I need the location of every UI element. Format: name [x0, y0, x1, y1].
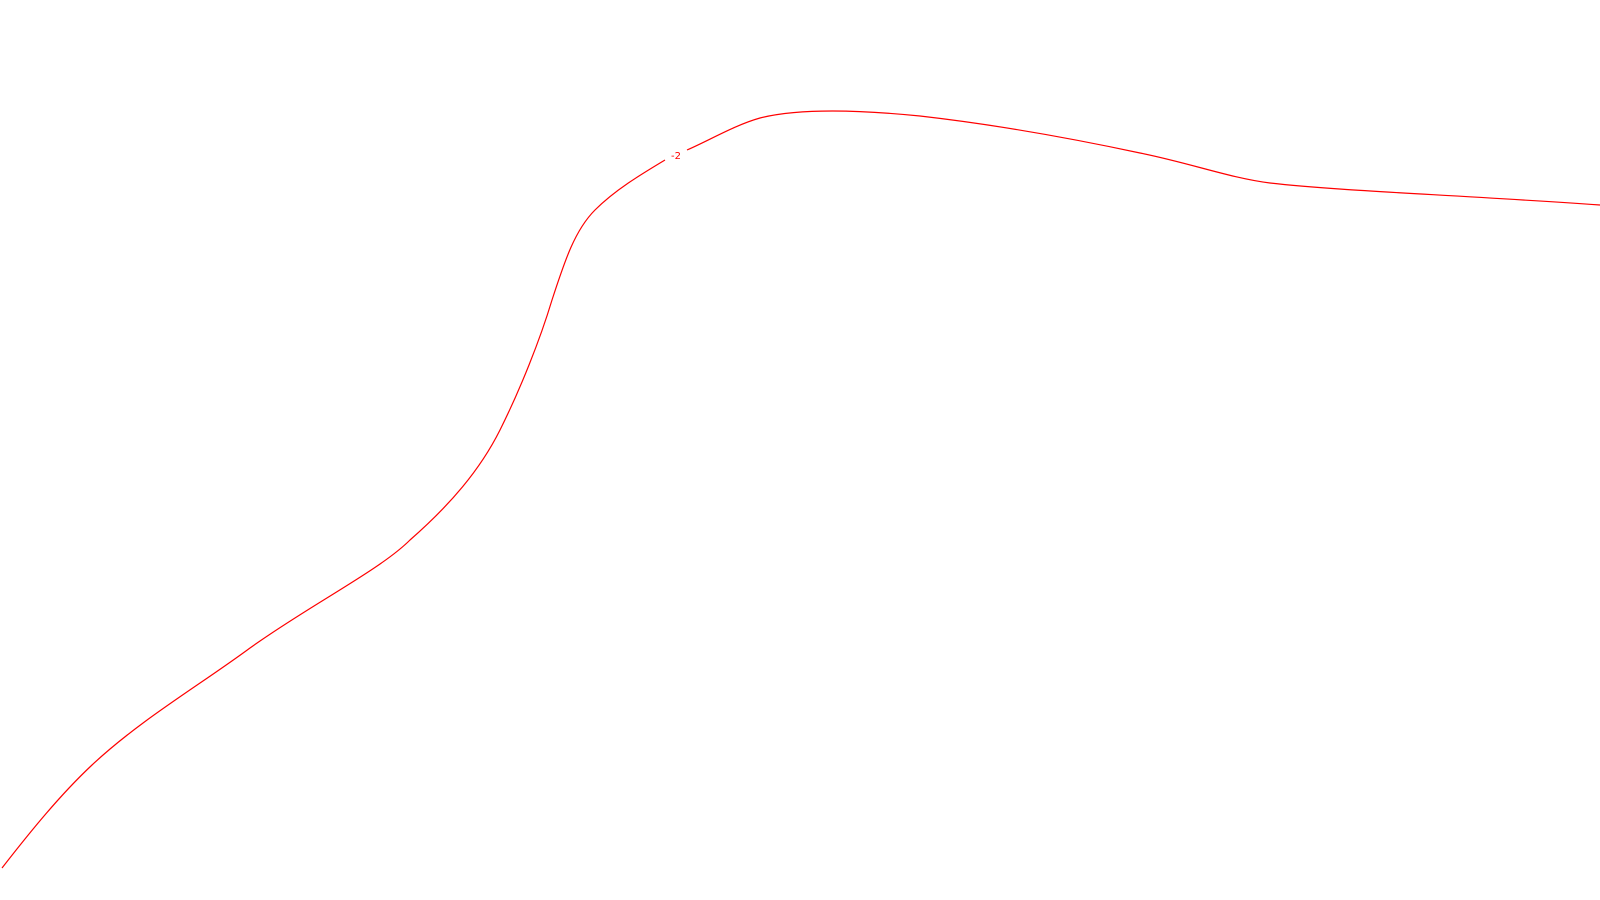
contour-line-group: -2: [1, 110, 1600, 869]
contour-level-label: -2: [671, 151, 681, 162]
contour-line: [686, 110, 1600, 206]
contour-line: [1, 159, 666, 869]
